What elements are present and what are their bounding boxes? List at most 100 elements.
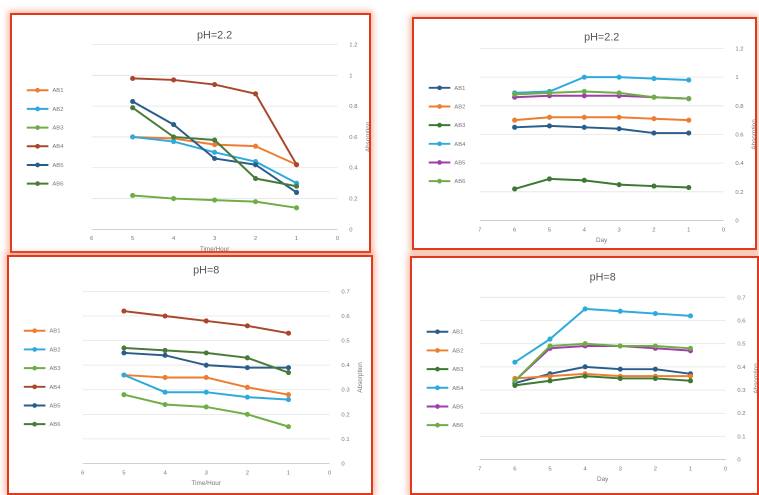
data-point <box>687 313 694 319</box>
series-line-ab3 <box>514 375 691 387</box>
legend-label: AB6 <box>49 422 61 428</box>
legend-label: AB4 <box>52 144 64 150</box>
series-line-ab6 <box>514 342 691 382</box>
x-tick-label: 1 <box>689 466 692 472</box>
data-point <box>130 105 136 111</box>
legend-label: AB3 <box>49 366 61 372</box>
legend-label: AB3 <box>452 367 464 373</box>
chart-svg: pH=8 0 0.1 0.2 0.3 0.4 0.5 0.6 0.7 6 5 4 3 2 1 0 Time/Ho… <box>23 265 364 487</box>
legend-marker <box>35 181 40 187</box>
data-point <box>546 114 553 120</box>
x-axis-label: Day <box>597 476 609 483</box>
data-point <box>121 392 127 398</box>
x-tick-label: 1 <box>687 227 690 233</box>
x-tick-label: 5 <box>548 466 552 472</box>
y-tick-label: 0.6 <box>737 318 746 324</box>
data-point <box>617 375 623 382</box>
legend-marker <box>435 329 440 335</box>
data-point <box>512 378 518 384</box>
y-tick-label: 0.5 <box>737 342 746 348</box>
data-point <box>244 411 250 417</box>
legend-label: AB6 <box>52 182 64 188</box>
data-point <box>293 189 300 195</box>
x-tick-label: 0 <box>722 227 726 233</box>
y-tick-label: 0.4 <box>735 161 744 167</box>
legend-marker <box>35 125 40 130</box>
data-point <box>686 184 692 191</box>
data-point <box>162 389 168 395</box>
data-point <box>162 352 168 358</box>
data-point <box>581 124 587 130</box>
legend-marker <box>437 178 442 184</box>
x-axis-label: Time/Hour <box>191 480 221 487</box>
legend-marker <box>35 162 40 168</box>
data-point <box>652 310 658 317</box>
legend-marker <box>437 141 442 147</box>
x-tick-label: 2 <box>652 227 655 233</box>
y-tick-label: 0 <box>737 458 741 464</box>
data-point <box>244 323 250 329</box>
data-point <box>244 365 250 371</box>
x-tick-label: 5 <box>548 227 552 233</box>
legend-label: AB3 <box>52 126 64 132</box>
series-line-ab4 <box>514 307 691 364</box>
data-point <box>171 77 177 83</box>
x-tick-label: 3 <box>619 466 623 472</box>
data-point <box>203 404 209 410</box>
y-tick-label: 0.1 <box>341 437 349 443</box>
x-tick-label: 4 <box>583 466 587 472</box>
data-point <box>546 90 553 96</box>
series-line-ab3 <box>123 393 289 428</box>
data-point <box>616 74 622 80</box>
x-tick-label: 6 <box>513 466 517 472</box>
data-point <box>244 355 250 361</box>
data-point <box>121 350 127 356</box>
data-point <box>293 205 300 211</box>
data-point <box>212 197 218 203</box>
data-point <box>652 375 658 382</box>
x-tick-label: 6 <box>513 227 517 233</box>
x-tick-label: 7 <box>478 227 481 233</box>
x-tick-label: 6 <box>90 236 94 242</box>
data-point <box>582 364 588 370</box>
x-tick-label: 0 <box>328 470 332 476</box>
data-point <box>547 343 553 349</box>
legend-marker <box>437 104 442 109</box>
x-tick-label: 0 <box>724 466 728 472</box>
x-axis-label: Day <box>596 237 608 244</box>
data-point <box>212 149 218 155</box>
legend-label: AB3 <box>454 123 466 129</box>
data-point <box>651 183 657 189</box>
x-tick-label: 2 <box>654 466 657 472</box>
data-point <box>171 138 177 145</box>
legend-marker <box>435 385 440 391</box>
data-point <box>285 397 292 403</box>
legend-marker <box>35 87 40 93</box>
y-tick-label: 0.6 <box>735 132 744 138</box>
x-tick-label: 7 <box>478 466 481 472</box>
chart-svg: pH=8 0 0.1 0.2 0.3 0.4 0.5 0.6 0.7 7 6 5 4 3 2 1 0 Day Abs… <box>426 272 757 483</box>
y-tick-label: 0.4 <box>349 166 358 172</box>
legend-marker <box>437 122 442 128</box>
data-point <box>547 378 553 384</box>
data-point <box>285 365 292 371</box>
y-tick-label: 0.2 <box>349 197 357 203</box>
data-point <box>581 177 587 183</box>
legend-label: AB4 <box>49 385 61 391</box>
data-point <box>512 359 518 365</box>
legend-marker <box>32 328 37 334</box>
data-point <box>171 195 177 202</box>
data-point <box>547 373 553 379</box>
data-point <box>285 392 292 398</box>
legend-label: AB5 <box>52 163 64 169</box>
data-point <box>686 96 692 102</box>
y-axis-label: Absorption <box>753 363 757 394</box>
legend-marker <box>35 143 40 149</box>
y-tick-label: 1.2 <box>349 42 357 48</box>
y-tick-label: 1 <box>349 73 352 79</box>
y-tick-label: 0.1 <box>737 434 745 440</box>
legend-label: AB2 <box>454 104 465 110</box>
legend-label: AB2 <box>52 107 63 113</box>
series-line-ab5 <box>514 345 691 382</box>
legend-label: AB4 <box>454 142 466 148</box>
